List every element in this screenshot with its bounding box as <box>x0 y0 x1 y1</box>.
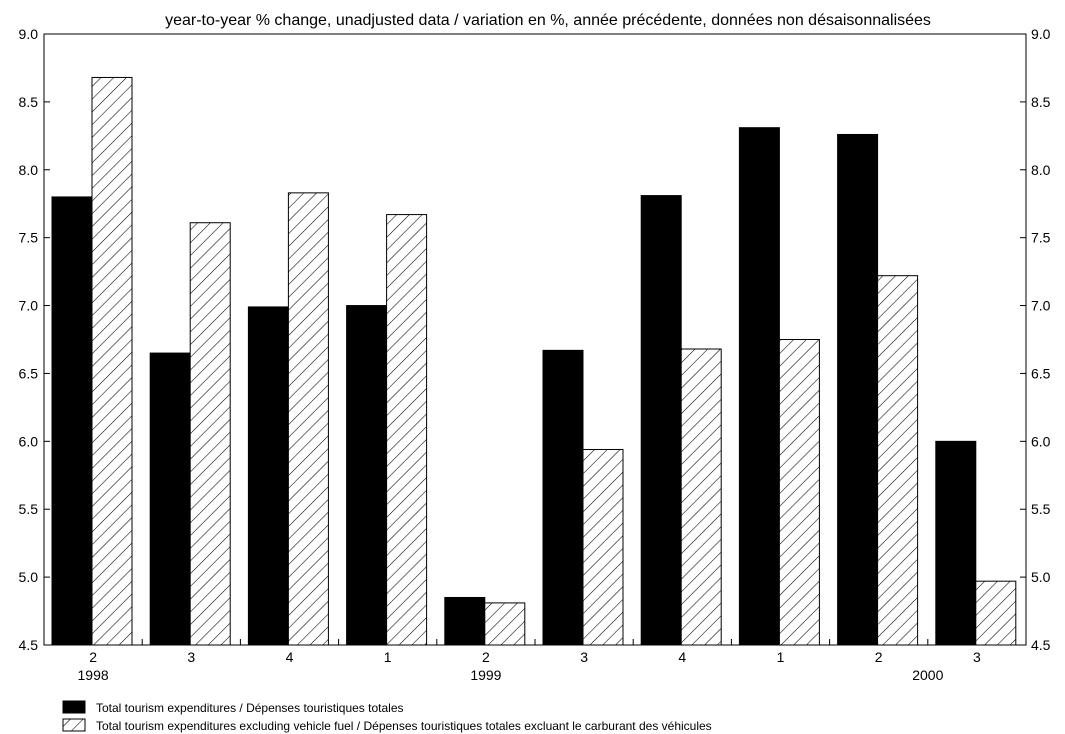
y-tick-label-left: 8.5 <box>19 94 39 110</box>
plot-area: 4.5 4.5 5.0 5.0 5.5 5.5 6.0 6.0 6.5 6.5 7.0 7.0 7.5 7… <box>19 26 1051 683</box>
bar-total <box>247 306 289 646</box>
bar-excl-fuel <box>189 222 231 646</box>
legend-label-total: Total tourism expenditures / Dépenses to… <box>96 701 404 715</box>
bar-excl-fuel <box>582 448 624 646</box>
y-tick-label-right: 6.5 <box>1031 365 1051 381</box>
y-tick-label-right: 4.5 <box>1031 637 1051 653</box>
x-tick-label: 1 <box>777 649 785 665</box>
y-tick-label-right: 8.5 <box>1031 94 1051 110</box>
bar-excl-fuel <box>91 76 133 646</box>
bar-total <box>346 305 388 646</box>
x-tick-label: 4 <box>286 649 294 665</box>
y-tick-label-left: 6.5 <box>19 365 39 381</box>
chart-title: year-to-year % change, unadjusted data /… <box>165 12 931 29</box>
y-tick-label-left: 7.5 <box>19 230 39 246</box>
y-tick-label-left: 8.0 <box>19 162 39 178</box>
x-tick-label: 4 <box>678 649 686 665</box>
bar-excl-fuel <box>877 275 919 646</box>
y-tick-label-right: 7.5 <box>1031 230 1051 246</box>
y-tick-label-left: 5.5 <box>19 501 39 517</box>
y-tick-label-right: 8.0 <box>1031 162 1051 178</box>
legend-swatch-excl-fuel <box>62 718 86 732</box>
y-tick-label-right: 7.0 <box>1031 298 1051 314</box>
bar-total <box>640 195 682 646</box>
y-tick-label-left: 5.0 <box>19 569 39 585</box>
bar-excl-fuel <box>778 339 820 646</box>
x-tick-label: 2 <box>89 649 97 665</box>
year-label: 2000 <box>912 667 943 683</box>
legend: Total tourism expenditures / Dépenses to… <box>62 700 712 733</box>
bar-excl-fuel <box>386 214 428 646</box>
bar-total <box>542 349 584 646</box>
legend-label-excl-fuel: Total tourism expenditures excluding veh… <box>96 719 712 733</box>
x-tick-label: 2 <box>482 649 490 665</box>
y-tick-label-left: 7.0 <box>19 298 39 314</box>
y-tick-label-right: 9.0 <box>1031 26 1051 42</box>
bar-total <box>837 133 879 646</box>
year-label: 1999 <box>470 667 501 683</box>
bar-total <box>149 352 191 646</box>
x-tick-label: 3 <box>187 649 195 665</box>
year-label: 1998 <box>78 667 109 683</box>
x-tick-label: 3 <box>580 649 588 665</box>
bar-excl-fuel <box>680 348 722 646</box>
legend-swatch-total <box>62 700 86 714</box>
x-tick-label: 3 <box>973 649 981 665</box>
bar-total <box>935 440 977 646</box>
y-tick-label-right: 5.0 <box>1031 569 1051 585</box>
y-tick-label-right: 5.5 <box>1031 501 1051 517</box>
bar-excl-fuel <box>484 602 526 646</box>
bar-excl-fuel <box>975 580 1017 646</box>
y-tick-label-right: 6.0 <box>1031 433 1051 449</box>
y-tick-label-left: 6.0 <box>19 433 39 449</box>
y-tick-label-left: 4.5 <box>19 637 39 653</box>
bar-total <box>444 596 486 646</box>
x-tick-label: 1 <box>384 649 392 665</box>
bar-total <box>51 196 93 646</box>
y-tick-label-left: 9.0 <box>19 26 39 42</box>
bar-total <box>738 127 780 646</box>
bar-excl-fuel <box>287 192 329 646</box>
x-tick-label: 2 <box>875 649 883 665</box>
